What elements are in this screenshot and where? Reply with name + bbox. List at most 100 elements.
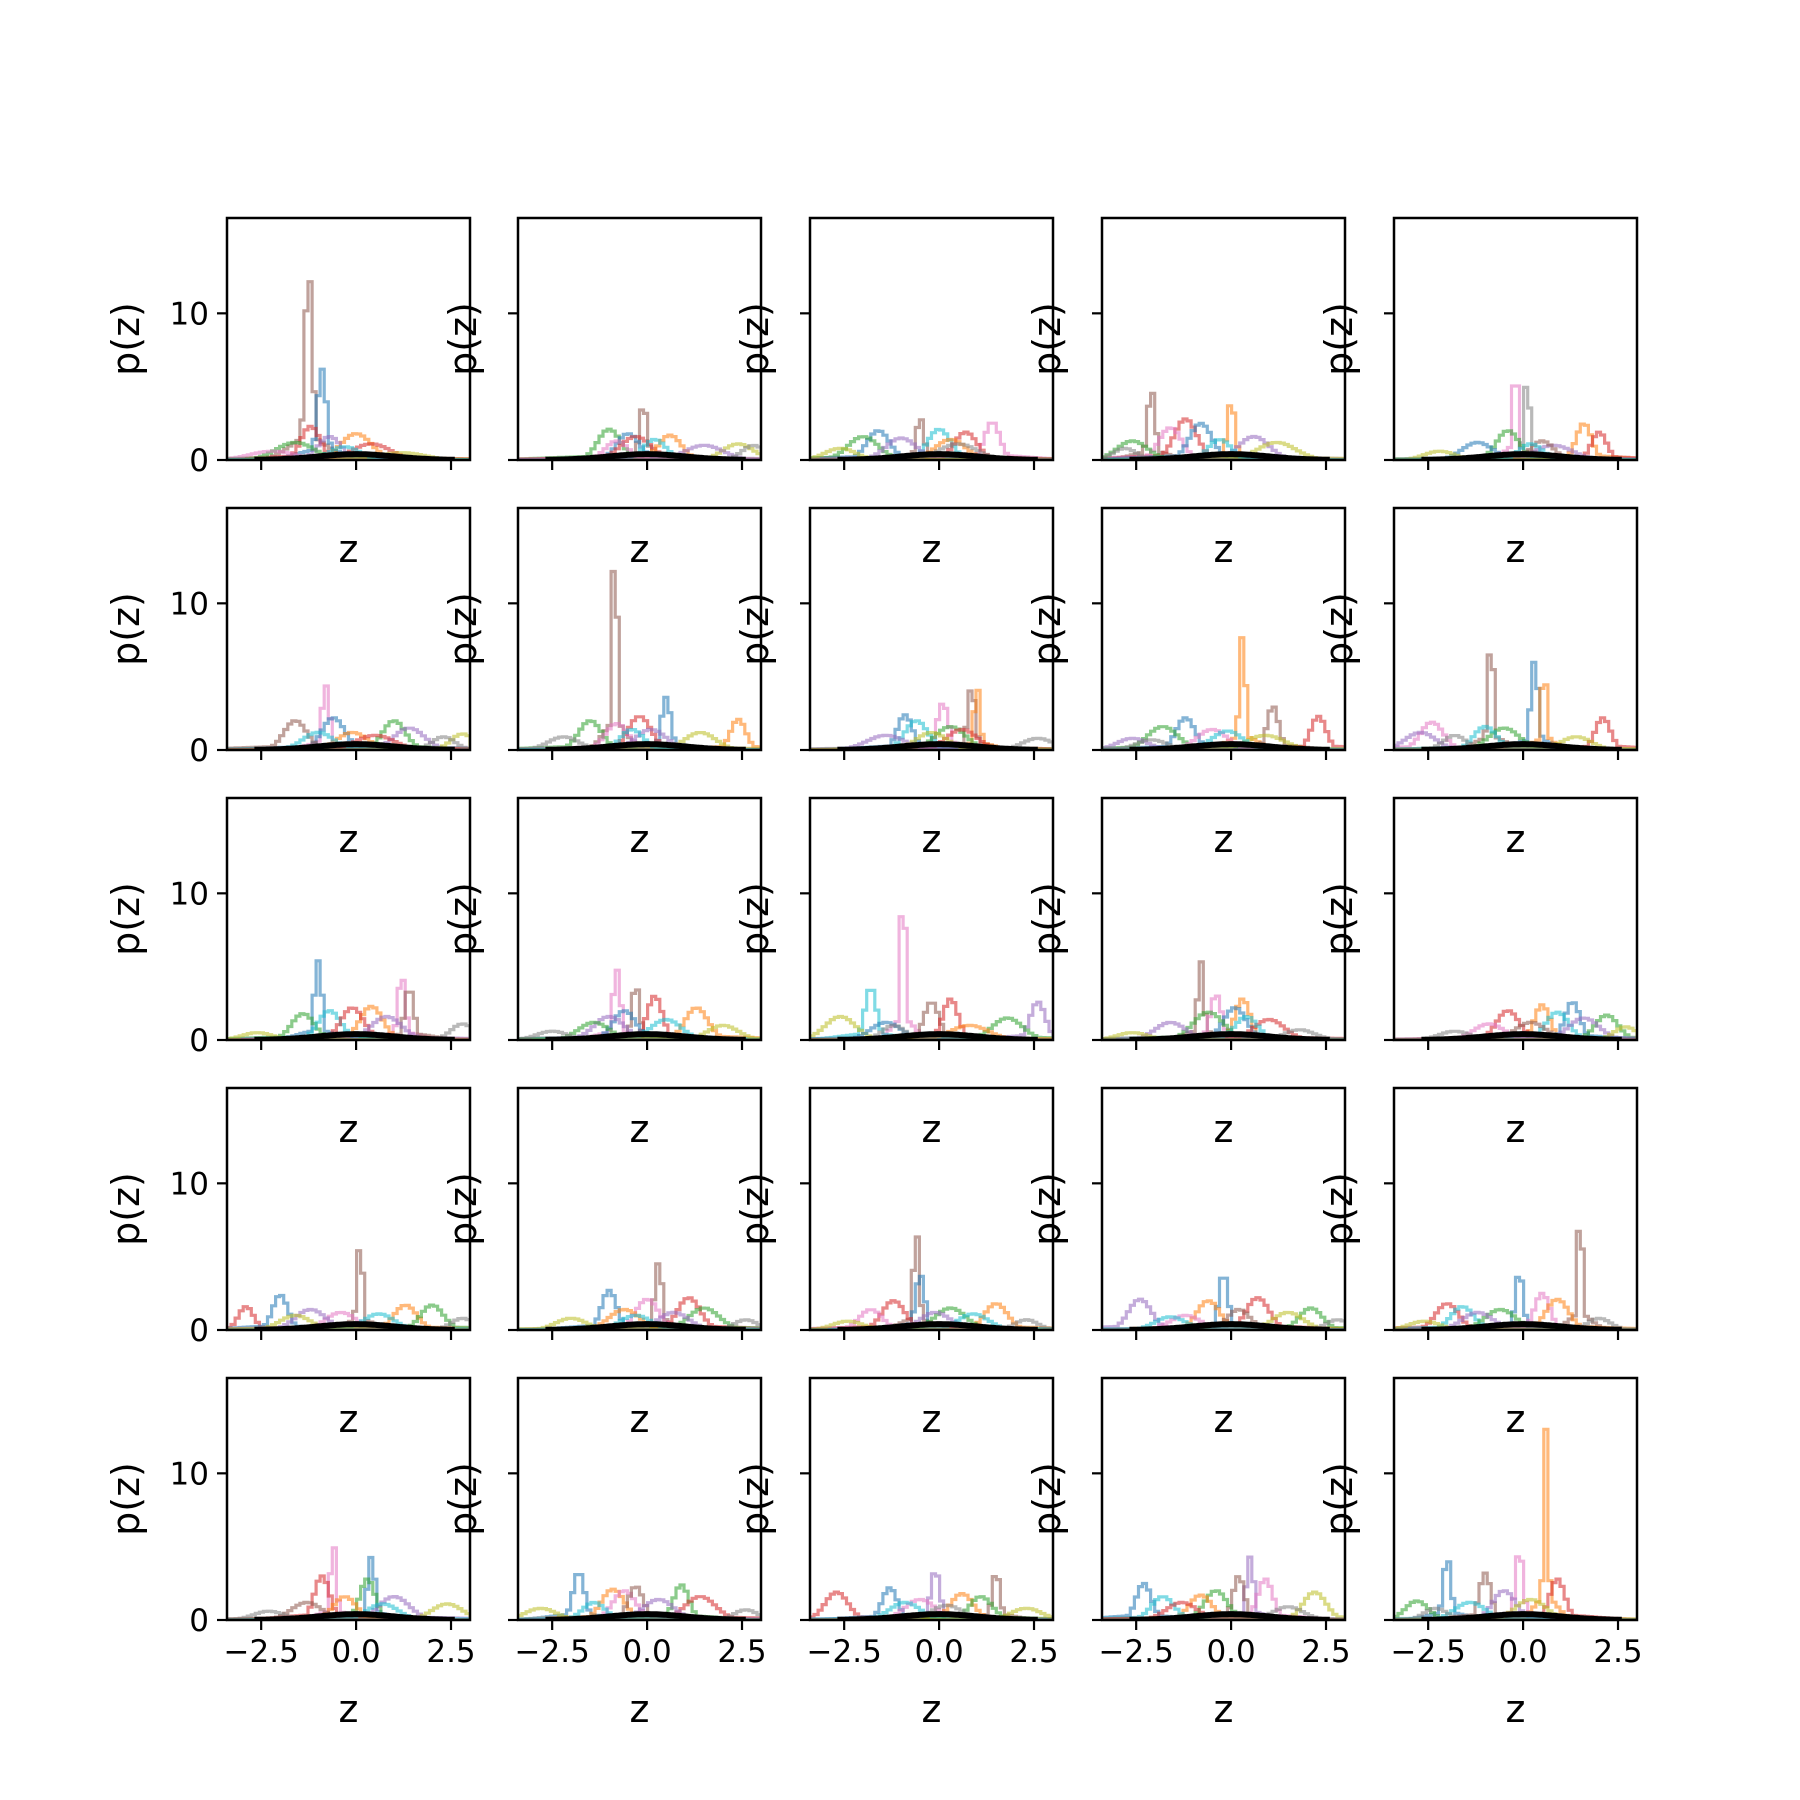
- axes-frame: [808, 216, 1055, 462]
- plot-area: [1102, 1555, 1345, 1620]
- plot-area: [1394, 1427, 1637, 1620]
- y-axis-label: p(z): [1025, 592, 1069, 666]
- plot-area: [518, 1262, 761, 1330]
- plot-area: [1394, 1001, 1637, 1040]
- plot-area: [810, 1235, 1053, 1330]
- y-axis-label: p(z): [441, 1462, 485, 1536]
- x-tick-label: 2.5: [1009, 1634, 1058, 1670]
- subplot-1-5: z p(z): [1317, 216, 1639, 571]
- x-axis-label: z: [1214, 527, 1234, 571]
- y-axis-label: p(z): [441, 302, 485, 376]
- axes-frame: [1392, 1376, 1639, 1622]
- axes-frame: [516, 506, 763, 752]
- histogram-series-1: [227, 959, 470, 1040]
- y-axis-label: p(z): [1025, 882, 1069, 956]
- y-axis-label: p(z): [733, 1172, 777, 1246]
- y-axis-label: p(z): [104, 882, 148, 956]
- plot-area: [518, 569, 761, 750]
- y-axis-label: p(z): [1317, 302, 1361, 376]
- x-tick-label: 2.5: [426, 1634, 475, 1670]
- y-axis-label: p(z): [1317, 1172, 1361, 1246]
- subplot-5-1: −2.5 0.0 2.5 0 10 z p(z): [104, 1376, 476, 1731]
- x-tick-label: 2.5: [1593, 1634, 1642, 1670]
- y-axis-label: p(z): [441, 882, 485, 956]
- axes-frame: [516, 1376, 763, 1622]
- subplot-2-2: z p(z): [441, 506, 763, 861]
- x-axis-label: z: [1506, 1687, 1526, 1731]
- plot-area: [518, 968, 761, 1040]
- axes-frame: [225, 1086, 472, 1332]
- plot-area: [1102, 1276, 1345, 1330]
- y-axis-label: p(z): [104, 302, 148, 376]
- y-tick-label: 10: [170, 586, 209, 622]
- axes-frame: [1100, 796, 1347, 1042]
- axes-frame: [1100, 1086, 1347, 1332]
- subplot-3-3: z p(z): [733, 796, 1055, 1151]
- x-axis-label: z: [630, 1687, 650, 1731]
- x-tick-label: 0.0: [331, 1634, 380, 1670]
- x-tick-label: 0.0: [1206, 1634, 1255, 1670]
- subplot-4-4: z p(z): [1025, 1086, 1347, 1441]
- plot-area: [1102, 391, 1345, 460]
- plot-area: [810, 1572, 1053, 1620]
- y-tick-label: 10: [170, 876, 209, 912]
- subplot-3-5: z p(z): [1317, 796, 1639, 1151]
- y-axis-label: p(z): [1317, 882, 1361, 956]
- x-axis-label: z: [339, 527, 359, 571]
- subplot-1-1: 0 10 z p(z): [104, 216, 472, 571]
- x-axis-label: z: [1214, 817, 1234, 861]
- axes-frame: [516, 796, 763, 1042]
- x-tick-label: 0.0: [622, 1634, 671, 1670]
- y-axis-label: p(z): [1317, 592, 1361, 666]
- histogram-series-1: [227, 280, 470, 460]
- y-tick-label: 0: [189, 1603, 209, 1639]
- plot-area: [1394, 384, 1637, 460]
- x-axis-label: z: [922, 1687, 942, 1731]
- plot-area: [227, 684, 470, 750]
- axes-frame: [808, 506, 1055, 752]
- y-axis-label: p(z): [104, 592, 148, 666]
- x-axis-label: z: [1506, 1107, 1526, 1151]
- plot-area: [810, 688, 1053, 750]
- x-tick-label: −2.5: [515, 1634, 590, 1670]
- axes-frame: [1392, 506, 1639, 752]
- y-axis-label: p(z): [1025, 1462, 1069, 1536]
- axes-frame: [1100, 506, 1347, 752]
- axes-frame: [516, 1086, 763, 1332]
- y-tick-label: 0: [189, 443, 209, 479]
- y-axis-label: p(z): [104, 1172, 148, 1246]
- plot-area: [227, 280, 470, 460]
- subplot-4-1: 0 10 z p(z): [104, 1086, 472, 1441]
- subplot-2-3: z p(z): [733, 506, 1055, 861]
- subplot-2-4: z p(z): [1025, 506, 1347, 861]
- y-tick-label: 0: [189, 1023, 209, 1059]
- x-axis-label: z: [339, 1397, 359, 1441]
- x-tick-label: −2.5: [224, 1634, 299, 1670]
- subplot-1-4: z p(z): [1025, 216, 1347, 571]
- subplot-1-2: z p(z): [441, 216, 763, 571]
- y-tick-label: 0: [189, 1313, 209, 1349]
- x-tick-label: 0.0: [914, 1634, 963, 1670]
- x-axis-label: z: [1214, 1687, 1234, 1731]
- plot-area: [227, 959, 470, 1040]
- x-axis-label: z: [630, 1397, 650, 1441]
- y-axis-label: p(z): [733, 1462, 777, 1536]
- subplot-4-2: z p(z): [441, 1086, 763, 1441]
- y-axis-label: p(z): [441, 1172, 485, 1246]
- subplot-3-4: z p(z): [1025, 796, 1347, 1151]
- histogram-series-1: [1394, 384, 1637, 460]
- axes-frame: [516, 216, 763, 462]
- y-axis-label: p(z): [441, 592, 485, 666]
- subplot-5-4: −2.5 0.0 2.5 z p(z): [1025, 1376, 1351, 1731]
- y-axis-label: p(z): [733, 302, 777, 376]
- x-tick-label: −2.5: [1391, 1634, 1466, 1670]
- y-axis-label: p(z): [733, 592, 777, 666]
- histogram-series-1: [810, 1235, 1053, 1330]
- plot-area: [1394, 1229, 1637, 1330]
- y-axis-label: p(z): [1317, 1462, 1361, 1536]
- x-tick-label: 2.5: [717, 1634, 766, 1670]
- x-axis-label: z: [630, 527, 650, 571]
- axes-frame: [225, 1376, 472, 1622]
- subplot-5-5: −2.5 0.0 2.5 z p(z): [1317, 1376, 1643, 1731]
